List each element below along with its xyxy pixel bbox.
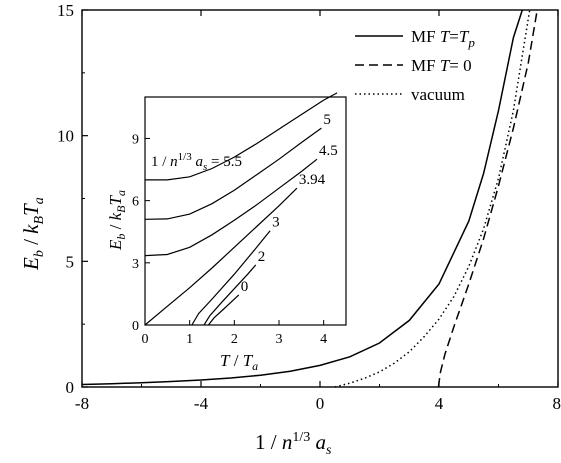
inset-ylabel: Eb / kBTa — [106, 190, 128, 251]
x-tick-label: 4 — [435, 394, 444, 413]
inset-axis-ticks: 0 1 2 3 4 0 3 6 9 — [132, 132, 327, 347]
inset-y-tick-label: 6 — [132, 195, 139, 210]
series-line-mf-t-t-p — [81, 9, 524, 386]
inset-y-tick-label: 3 — [132, 257, 139, 272]
x-tick-label: 0 — [316, 394, 325, 413]
inset-plot-frame — [144, 96, 347, 326]
main-curves — [81, 9, 538, 388]
inset-y-tick-label: 9 — [132, 132, 139, 147]
legend-label-vacuum: vacuum — [411, 85, 465, 104]
inset-series-line-2 — [203, 264, 257, 326]
main-ylabel: Eb / kBTa — [19, 197, 47, 271]
inset-series-line-5 — [144, 127, 322, 220]
inset-curves — [144, 92, 338, 326]
legend-label-mf-t-0: MF T= 0 — [411, 56, 472, 75]
inset-x-tick-label: 1 — [186, 332, 193, 347]
y-tick-label: 10 — [57, 127, 74, 146]
inset-series-line-0 — [207, 294, 240, 326]
inset-xlabel: T / Ta — [220, 351, 258, 373]
inset-series-line-5-5 — [145, 92, 338, 181]
x-tick-label: -4 — [194, 394, 209, 413]
x-tick-label: 8 — [553, 394, 561, 413]
inset-x-tick-label: 3 — [276, 332, 283, 347]
inset-x-tick-label: 2 — [231, 332, 238, 347]
inset-curve-label-0: 0 — [241, 279, 249, 295]
y-tick-label: 15 — [57, 1, 74, 20]
legend: MF T=Tp MF T= 0 vacuum — [355, 27, 475, 104]
inset-curve-label-3-94: 3.94 — [299, 172, 326, 188]
inset-series-line-4-5 — [144, 158, 318, 257]
inset-series-line-3 — [191, 230, 271, 326]
inset-curve-labels: 1 / n1/3 as = 5.5 5 4.5 3.94 3 20 — [151, 112, 338, 295]
inset-x-tick-label: 4 — [320, 332, 327, 347]
inset-curve-label-4-5: 4.5 — [319, 143, 338, 159]
x-tick-label: -8 — [75, 394, 89, 413]
y-tick-label: 0 — [66, 378, 75, 397]
inset-chart: 0 1 2 3 4 0 3 6 9 Eb / kBTa T / Ta 1 / n1/3 as =… — [106, 92, 347, 373]
inset-x-tick-label: 0 — [142, 332, 149, 347]
legend-label-mf-t-t-p: MF T=Tp — [411, 27, 475, 50]
inset-y-tick-label: 0 — [132, 319, 139, 334]
inset-curve-label-2: 2 — [258, 249, 266, 265]
inset-curve-label-5-5: 1 / n1/3 as = 5.5 — [151, 151, 242, 173]
y-tick-label: 5 — [66, 252, 75, 271]
series-line-mf-t-0 — [437, 9, 538, 388]
inset-curve-label-5: 5 — [323, 112, 331, 128]
inset-series-line-3-94 — [144, 187, 298, 326]
main-xlabel: 1 / n1/3 as — [255, 430, 332, 458]
inset-curve-label-3: 3 — [272, 215, 280, 231]
